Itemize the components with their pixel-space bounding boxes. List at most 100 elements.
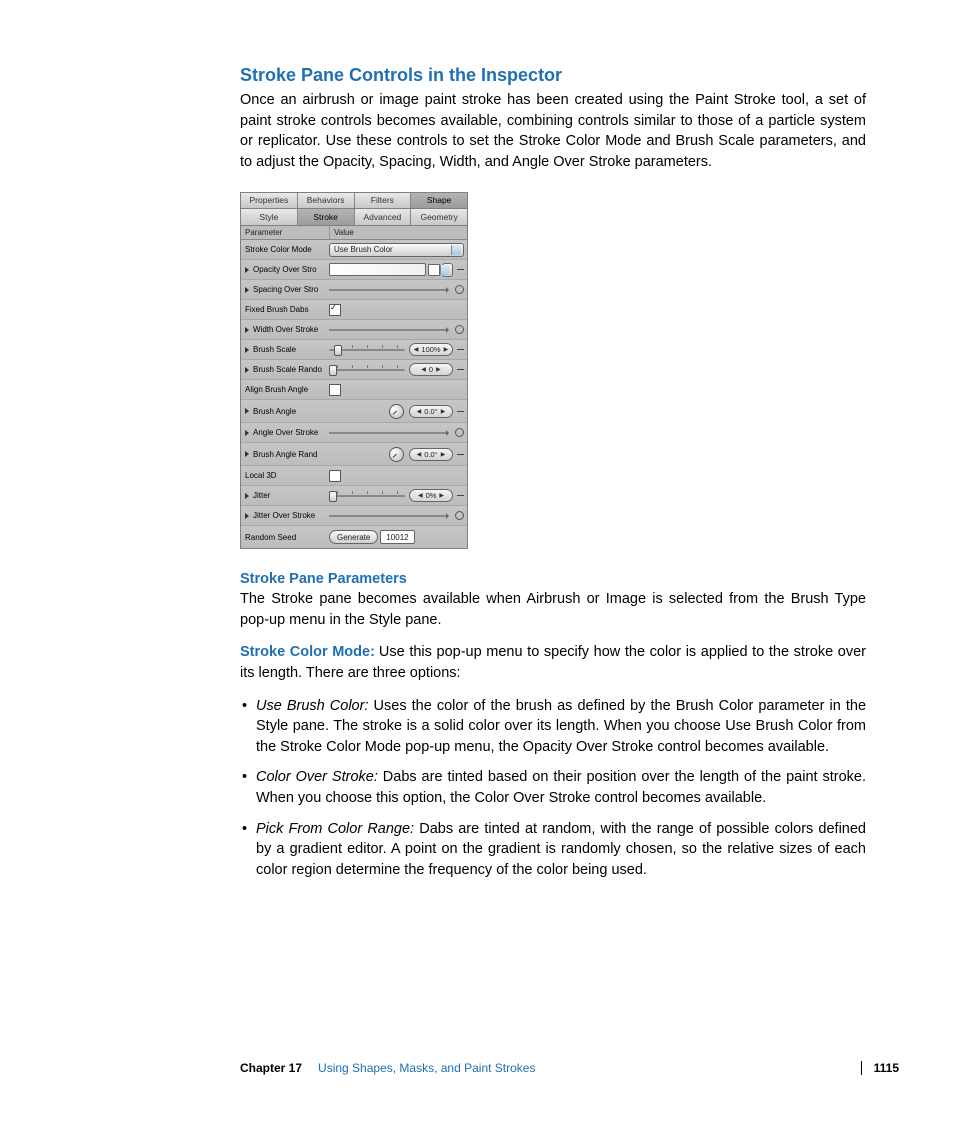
color-well-icon[interactable] [428, 264, 440, 276]
option-lead: Pick From Color Range: [256, 821, 414, 837]
footer-divider [861, 1061, 862, 1075]
subtab-style[interactable]: Style [241, 209, 298, 225]
remove-icon[interactable] [457, 269, 464, 270]
label-opacity-over-stroke: Opacity Over Stro [241, 265, 329, 274]
label-jitter-over-stroke: Jitter Over Stroke [241, 511, 329, 520]
row-brush-scale: Brush Scale ◀100%▶ [241, 340, 467, 360]
row-angle-over-stroke: Angle Over Stroke [241, 423, 467, 443]
random-seed-field[interactable]: 10012 [380, 530, 414, 544]
inspector-top-tabs: Properties Behaviors Filters Shape [241, 193, 467, 209]
label-brush-angle-rand: Brush Angle Rand [241, 450, 329, 459]
slider-jitter[interactable] [329, 491, 405, 501]
dial-brush-angle-rand[interactable] [389, 447, 404, 462]
dial-brush-angle[interactable] [389, 404, 404, 419]
row-stroke-color-mode: Stroke Color Mode Use Brush Color [241, 240, 467, 260]
row-jitter-over-stroke: Jitter Over Stroke [241, 506, 467, 526]
subtab-geometry[interactable]: Geometry [411, 209, 467, 225]
stepper-brush-scale-random[interactable]: ◀0▶ [409, 363, 453, 376]
reset-icon[interactable] [455, 325, 464, 334]
label-random-seed: Random Seed [241, 533, 329, 542]
subtab-stroke[interactable]: Stroke [298, 209, 355, 225]
row-spacing-over-stroke: Spacing Over Stro [241, 280, 467, 300]
popup-stroke-color-mode[interactable]: Use Brush Color [329, 243, 464, 257]
remove-icon[interactable] [457, 369, 464, 370]
label-align-brush-angle: Align Brush Angle [241, 385, 329, 394]
disclosure-triangle-icon[interactable] [245, 367, 249, 373]
gradient-opacity[interactable] [329, 263, 426, 276]
row-opacity-over-stroke: Opacity Over Stro [241, 260, 467, 280]
row-local-3d: Local 3D [241, 466, 467, 486]
sub-heading: Stroke Pane Parameters [240, 571, 866, 587]
disclosure-triangle-icon[interactable] [245, 513, 249, 519]
label-fixed-brush-dabs: Fixed Brush Dabs [241, 305, 329, 314]
mini-curve[interactable] [329, 515, 448, 517]
remove-icon[interactable] [457, 454, 464, 455]
label-jitter: Jitter [241, 491, 329, 500]
gradient-menu-icon[interactable] [442, 263, 453, 277]
reset-icon[interactable] [455, 428, 464, 437]
intro-paragraph: Once an airbrush or image paint stroke h… [240, 90, 866, 172]
tab-filters[interactable]: Filters [355, 193, 412, 208]
label-local-3d: Local 3D [241, 471, 329, 480]
subtab-advanced[interactable]: Advanced [355, 209, 412, 225]
label-width-over-stroke: Width Over Stroke [241, 325, 329, 334]
row-brush-scale-random: Brush Scale Rando ◀0▶ [241, 360, 467, 380]
label-brush-angle: Brush Angle [241, 407, 329, 416]
disclosure-triangle-icon[interactable] [245, 347, 249, 353]
mini-curve[interactable] [329, 289, 448, 291]
disclosure-triangle-icon[interactable] [245, 408, 249, 414]
disclosure-triangle-icon[interactable] [245, 287, 249, 293]
remove-icon[interactable] [457, 495, 464, 496]
footer-page-number: 1115 [874, 1061, 899, 1075]
label-angle-over-stroke: Angle Over Stroke [241, 428, 329, 437]
disclosure-triangle-icon[interactable] [245, 430, 249, 436]
reset-icon[interactable] [455, 285, 464, 294]
row-fixed-brush-dabs: Fixed Brush Dabs [241, 300, 467, 320]
stepper-brush-scale[interactable]: ◀100%▶ [409, 343, 453, 356]
slider-brush-scale-random[interactable] [329, 365, 405, 375]
stepper-brush-angle[interactable]: ◀0.0°▶ [409, 405, 453, 418]
list-item: Color Over Stroke: Dabs are tinted based… [240, 767, 866, 808]
stepper-brush-angle-rand[interactable]: ◀0.0°▶ [409, 448, 453, 461]
inspector-header: Parameter Value [241, 226, 467, 240]
remove-icon[interactable] [457, 349, 464, 350]
slider-brush-scale[interactable] [329, 345, 405, 355]
row-jitter: Jitter ◀0%▶ [241, 486, 467, 506]
remove-icon[interactable] [457, 411, 464, 412]
option-lead: Color Over Stroke: [256, 769, 378, 785]
tab-shape[interactable]: Shape [411, 193, 467, 208]
page-footer: Chapter 17 Using Shapes, Masks, and Pain… [240, 1061, 899, 1075]
checkbox-local-3d[interactable] [329, 470, 341, 482]
checkbox-fixed-brush-dabs[interactable] [329, 304, 341, 316]
inspector-panel: Properties Behaviors Filters Shape Style… [240, 192, 468, 549]
tab-behaviors[interactable]: Behaviors [298, 193, 355, 208]
disclosure-triangle-icon[interactable] [245, 327, 249, 333]
row-random-seed: Random Seed Generate 10012 [241, 526, 467, 548]
label-brush-scale-random: Brush Scale Rando [241, 365, 329, 374]
row-width-over-stroke: Width Over Stroke [241, 320, 467, 340]
run-in-label: Stroke Color Mode: [240, 644, 375, 660]
list-item: Use Brush Color: Uses the color of the b… [240, 696, 866, 758]
section-heading: Stroke Pane Controls in the Inspector [240, 65, 866, 86]
disclosure-triangle-icon[interactable] [245, 493, 249, 499]
row-align-brush-angle: Align Brush Angle [241, 380, 467, 400]
generate-button[interactable]: Generate [329, 530, 378, 544]
disclosure-triangle-icon[interactable] [245, 267, 249, 273]
option-lead: Use Brush Color: [256, 698, 368, 714]
reset-icon[interactable] [455, 511, 464, 520]
inspector-sub-tabs: Style Stroke Advanced Geometry [241, 209, 467, 226]
mini-curve[interactable] [329, 329, 448, 331]
checkbox-align-brush-angle[interactable] [329, 384, 341, 396]
mini-curve[interactable] [329, 432, 448, 434]
list-item: Pick From Color Range: Dabs are tinted a… [240, 819, 866, 881]
document-page: Stroke Pane Controls in the Inspector On… [0, 0, 954, 1100]
row-brush-angle-rand: Brush Angle Rand ◀0.0°▶ [241, 443, 467, 466]
header-value: Value [330, 226, 467, 239]
row-brush-angle: Brush Angle ◀0.0°▶ [241, 400, 467, 423]
header-parameter: Parameter [241, 226, 330, 239]
options-list: Use Brush Color: Uses the color of the b… [240, 696, 866, 881]
stepper-jitter[interactable]: ◀0%▶ [409, 489, 453, 502]
footer-chapter: Chapter 17 [240, 1061, 302, 1075]
disclosure-triangle-icon[interactable] [245, 451, 249, 457]
tab-properties[interactable]: Properties [241, 193, 298, 208]
